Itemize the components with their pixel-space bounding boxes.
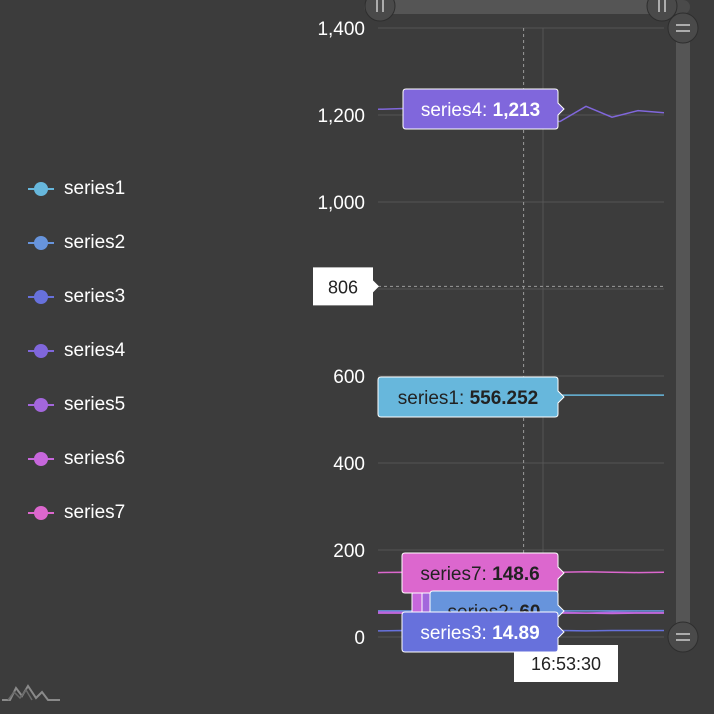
cursor-time-label: 16:53:30	[531, 654, 601, 674]
tooltip-series-name: series7:	[420, 564, 492, 585]
legend-marker-icon	[28, 181, 54, 197]
amcharts-logo-icon[interactable]	[2, 680, 62, 704]
y-tick-label: 400	[333, 454, 365, 475]
legend-item-series3[interactable]: series3	[28, 270, 125, 324]
vertical-scrollbar-thumb[interactable]	[676, 28, 690, 636]
legend-marker-icon	[28, 397, 54, 413]
legend-marker-icon	[28, 505, 54, 521]
tooltip-background	[377, 376, 565, 418]
legend-label: series3	[64, 286, 126, 307]
tooltip-value: 1,213	[493, 100, 541, 121]
y-tick-label: 1,000	[317, 193, 365, 214]
y-tick-label: 0	[354, 628, 365, 649]
legend-marker-icon	[28, 451, 54, 467]
legend-item-series7[interactable]: series7	[28, 486, 125, 540]
legend-label: series6	[64, 448, 126, 469]
legend-label: series7	[64, 502, 126, 523]
tooltip-value: 14.89	[492, 623, 540, 644]
tooltips: series4: 1,213 series1: 556.252 series7: 1…	[377, 88, 565, 653]
tooltip-value: 148.6	[492, 564, 540, 585]
vertical-scrollbar-end-grip[interactable]	[667, 621, 699, 653]
legend-label: series2	[64, 232, 126, 253]
horizontal-scrollbar-end-grip[interactable]	[646, 0, 678, 22]
y-axis: 0 200 400 600 1,000 1,200 1,400	[317, 19, 365, 649]
tooltip-series4: series4: 1,213	[402, 88, 565, 130]
tooltip-series1: series1: 556.252	[377, 376, 565, 418]
tooltip-series-name: series1:	[398, 388, 470, 409]
tooltip-background	[402, 88, 565, 130]
legend-label: series5	[64, 394, 126, 415]
tooltip-text: series1: 556.252	[398, 388, 539, 409]
legend-marker-icon	[28, 289, 54, 305]
legend-item-series4[interactable]: series4	[28, 324, 125, 378]
y-tick-label: 1,200	[317, 106, 365, 127]
horizontal-scrollbar-start-grip[interactable]	[364, 0, 396, 22]
y-tick-label: 600	[333, 367, 365, 388]
legend-label: series4	[64, 340, 126, 361]
vertical-scrollbar-start-grip[interactable]	[667, 12, 699, 44]
legend-item-series5[interactable]: series5	[28, 378, 125, 432]
legend: series1 series2 series3 series4 series5 serie…	[28, 162, 125, 540]
tooltip-value: 556.252	[470, 388, 539, 409]
cursor-y-value-label: 806	[328, 277, 358, 297]
y-tick-label: 1,400	[317, 19, 365, 40]
tooltip-series7: series7: 148.6	[401, 552, 565, 594]
tooltip-text: series3: 14.89	[420, 623, 539, 644]
tooltip-series-name: series3:	[420, 623, 492, 644]
legend-label: series1	[64, 178, 126, 199]
legend-item-series1[interactable]: series1	[28, 162, 125, 216]
tooltip-series-name: series4:	[421, 100, 493, 121]
y-tick-label: 200	[333, 541, 365, 562]
horizontal-scrollbar-thumb[interactable]	[380, 0, 662, 14]
legend-item-series2[interactable]: series2	[28, 216, 125, 270]
tooltip-background	[401, 611, 565, 653]
cursor-y-value-tooltip: 806	[313, 267, 379, 306]
tooltip-series3: series3: 14.89	[401, 611, 565, 653]
legend-item-series6[interactable]: series6	[28, 432, 125, 486]
plot-area[interactable]	[378, 105, 664, 632]
tooltip-text: series7: 148.6	[420, 564, 539, 585]
legend-marker-icon	[28, 343, 54, 359]
tooltip-text: series4: 1,213	[421, 100, 540, 121]
legend-marker-icon	[28, 235, 54, 251]
